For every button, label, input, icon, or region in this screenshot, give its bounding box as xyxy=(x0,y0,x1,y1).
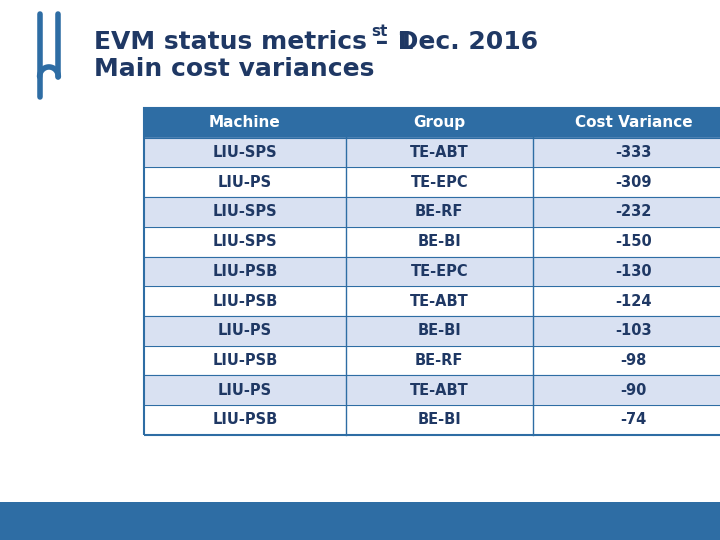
Text: -74: -74 xyxy=(621,413,647,427)
Text: LIU-PSB: LIU-PSB xyxy=(212,353,277,368)
Text: LIU-PSB: LIU-PSB xyxy=(212,294,277,308)
Text: LIU-Project team
meeting: LIU-Project team meeting xyxy=(314,510,406,532)
Text: BE-BI: BE-BI xyxy=(418,323,461,338)
Text: 5 December 2016: 5 December 2016 xyxy=(72,516,172,526)
Text: -98: -98 xyxy=(621,353,647,368)
Text: 11: 11 xyxy=(685,516,698,526)
Text: st: st xyxy=(371,24,387,39)
Text: -90: -90 xyxy=(621,383,647,397)
Text: LIU-PSB: LIU-PSB xyxy=(212,413,277,427)
Text: EVM status metrics – 1: EVM status metrics – 1 xyxy=(94,30,414,53)
Text: LIU-PS: LIU-PS xyxy=(217,175,272,190)
Text: Dec. 2016: Dec. 2016 xyxy=(389,30,538,53)
Text: LIU-SPS: LIU-SPS xyxy=(212,205,277,219)
Text: Cost Variance: Cost Variance xyxy=(575,116,693,130)
Text: -333: -333 xyxy=(616,145,652,160)
Text: LIU-SPS: LIU-SPS xyxy=(212,234,277,249)
Text: Main cost variances: Main cost variances xyxy=(94,57,374,80)
Text: LIU-PS: LIU-PS xyxy=(217,323,272,338)
Text: BE-RF: BE-RF xyxy=(415,205,464,219)
Text: -103: -103 xyxy=(616,323,652,338)
Text: LIU-PSB: LIU-PSB xyxy=(212,264,277,279)
Text: TE-ABT: TE-ABT xyxy=(410,294,469,308)
Text: TE-EPC: TE-EPC xyxy=(410,175,468,190)
Text: BE-BI: BE-BI xyxy=(418,413,461,427)
Text: -309: -309 xyxy=(616,175,652,190)
Text: Machine: Machine xyxy=(209,116,281,130)
Text: TE-EPC: TE-EPC xyxy=(410,264,468,279)
Text: TE-ABT: TE-ABT xyxy=(410,383,469,397)
Text: BE-BI: BE-BI xyxy=(418,234,461,249)
Text: -124: -124 xyxy=(616,294,652,308)
Text: BE-RF: BE-RF xyxy=(415,353,464,368)
Text: LIU-PS: LIU-PS xyxy=(217,383,272,397)
Text: LIU-SPS: LIU-SPS xyxy=(212,145,277,160)
Text: -130: -130 xyxy=(616,264,652,279)
Text: -150: -150 xyxy=(615,234,652,249)
Text: -232: -232 xyxy=(616,205,652,219)
Text: CERN: CERN xyxy=(18,518,40,524)
Text: TE-ABT: TE-ABT xyxy=(410,145,469,160)
Text: Group: Group xyxy=(413,116,465,130)
